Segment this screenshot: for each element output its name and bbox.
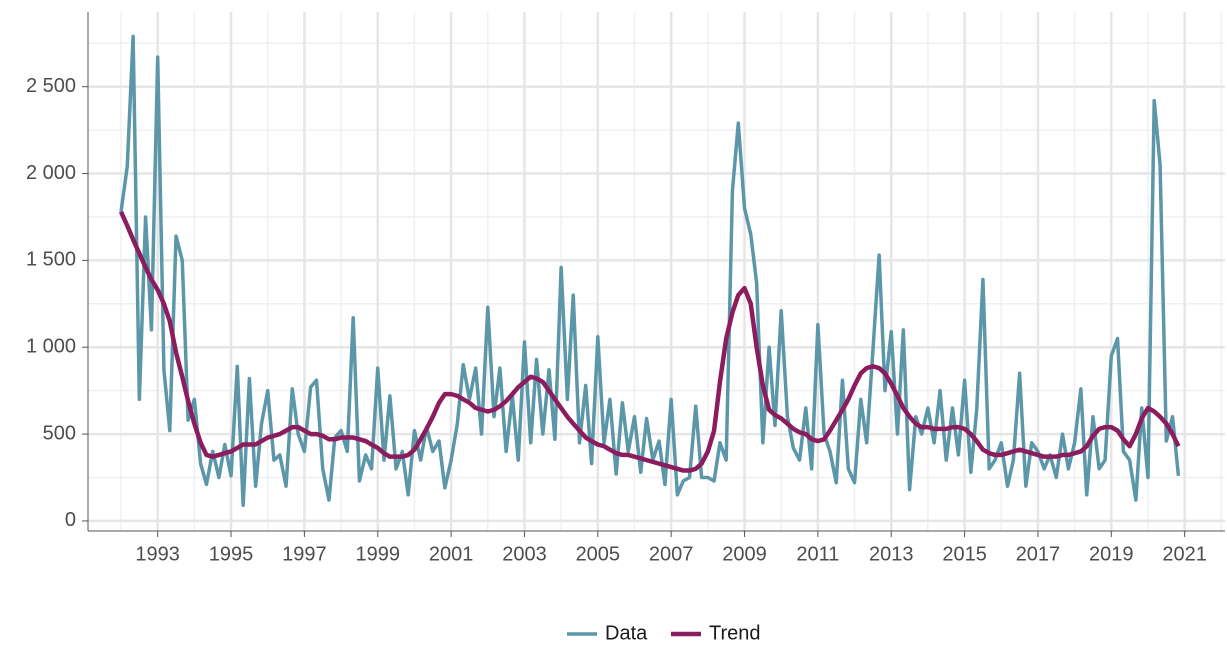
data-line [118,210,1181,473]
x-tick-label: 2017 [1016,543,1061,565]
legend: Data Trend [567,622,761,644]
x-tick-label: 2021 [1162,543,1207,565]
x-tick-label: 2013 [869,543,914,565]
x-tick-label: 2009 [722,543,767,565]
x-tick-label: 1997 [282,543,327,565]
x-tick-label: 1993 [135,543,180,565]
y-tick-label: 500 [43,422,76,444]
y-tick-label: 1 500 [26,249,76,271]
y-tick-label: 2 500 [26,75,76,97]
x-tick-label: 2003 [502,543,547,565]
x-tick-label: 1995 [209,543,254,565]
y-tick-label: 1 000 [26,336,76,358]
x-tick-label: 2019 [1089,543,1134,565]
x-tick-label: 2011 [796,543,839,565]
x-tick-label: 2007 [649,543,694,565]
legend-label: Trend [709,622,761,644]
y-tick-label: 2 000 [26,162,76,184]
x-tick-label: 2015 [942,543,987,565]
x-tick-label: 1999 [356,543,401,565]
legend-label: Data [605,622,648,644]
x-tick-label: 2005 [576,543,621,565]
x-tick-label: 2001 [429,543,474,565]
y-tick-label: 0 [65,509,76,531]
